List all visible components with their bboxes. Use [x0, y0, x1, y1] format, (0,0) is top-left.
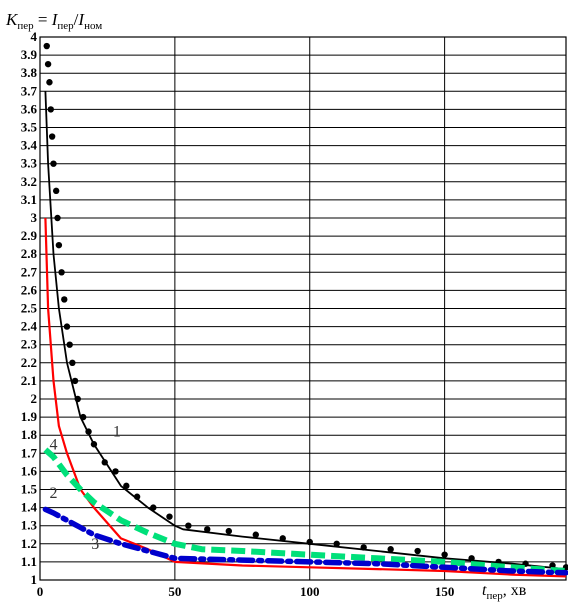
y-tick-label: 3: [31, 210, 38, 225]
series-dot-point: [74, 395, 81, 403]
y-tick-label: 2.8: [21, 246, 38, 261]
curve-labels: 1 4 2 3: [49, 424, 120, 553]
series-dot-point: [387, 546, 394, 553]
y-axis-ticks: 1 1.1 1.2 1.3 1.4 1.5 1.6 1.7 1.8 1.9 2 2.1 2.2 2.3 2.…: [21, 29, 38, 587]
curve-label: 3: [91, 536, 99, 553]
series-line-3-dashdot: [42, 506, 568, 576]
series-dot-point: [90, 441, 98, 448]
y-tick-label: 2.4: [21, 319, 38, 334]
y-tick-label: 2.1: [21, 373, 37, 388]
y-tick-label: 3.1: [21, 192, 37, 207]
series-dot-point: [43, 42, 50, 50]
series-dot-point: [66, 341, 73, 348]
series-dot-point: [360, 544, 367, 551]
y-tick-label: 3.6: [21, 101, 38, 116]
y-tick-label: 1: [31, 572, 38, 587]
svg-text:tпер, хв: tпер, хв: [482, 582, 527, 602]
y-tick-label: 1.5: [21, 482, 38, 497]
x-tick-label: 50: [168, 584, 181, 599]
y-tick-label: 2.5: [21, 301, 38, 316]
y-tick-label: 2.6: [21, 282, 38, 297]
series-dot-point: [204, 526, 211, 533]
chart-title: Kпер = Iпер/Iном: [5, 10, 102, 32]
series-dot-point: [55, 241, 63, 249]
series-dot-point: [50, 160, 57, 167]
y-tick-label: 3.7: [21, 83, 38, 98]
series-dot-point: [252, 531, 259, 538]
series-dot-point: [63, 323, 71, 330]
y-tick-label: 4: [31, 29, 38, 44]
y-tick-label: 1.3: [21, 518, 38, 533]
series-dot-point: [133, 493, 141, 500]
series-dot-point: [69, 359, 76, 366]
series-dot-point: [54, 214, 61, 222]
series-dot-point: [47, 106, 54, 113]
series-dot-point: [46, 79, 53, 86]
y-tick-label: 1.2: [21, 536, 37, 551]
series-dot-point: [225, 527, 233, 535]
y-tick-label: 3.8: [21, 65, 38, 80]
y-tick-label: 1.4: [21, 500, 38, 515]
series-dot-point: [61, 296, 68, 303]
y-tick-label: 3.3: [21, 156, 38, 171]
y-tick-label: 3.2: [21, 174, 37, 189]
series-dot-point: [48, 133, 56, 140]
series-dot-point: [101, 459, 108, 466]
series-dot-point: [44, 60, 52, 68]
series-dot-point: [414, 547, 421, 555]
x-axis-ticks: 0 50 100 150: [37, 584, 455, 599]
y-tick-label: 2: [31, 391, 38, 406]
y-tick-label: 1.8: [21, 427, 38, 442]
x-tick-label: 150: [435, 584, 455, 599]
y-tick-label: 1.7: [21, 445, 38, 460]
series-dot-point: [112, 468, 119, 475]
y-tick-label: 2.3: [21, 337, 38, 352]
series-dot-point: [123, 482, 130, 490]
series-dot-point: [441, 551, 448, 558]
series-dot-point: [71, 377, 79, 385]
series-dot-point: [150, 504, 157, 511]
curve-label: 1: [113, 424, 121, 441]
series-dot-point: [85, 428, 92, 435]
y-tick-label: 2.2: [21, 355, 37, 370]
x-axis-label: tпер, хв: [482, 582, 527, 602]
series-line-2-dash: [43, 447, 567, 574]
series-group: [42, 42, 568, 578]
series-dot-point: [333, 540, 340, 547]
y-tick-label: 1.9: [21, 409, 38, 424]
y-tick-label: 2.7: [21, 264, 38, 279]
y-tick-label: 3.4: [21, 138, 38, 153]
y-tick-label: 1.1: [21, 554, 37, 569]
x-tick-label: 0: [37, 584, 44, 599]
x-tick-label: 100: [300, 584, 320, 599]
series-dot-point: [306, 538, 313, 546]
series-line-4-solid: [44, 217, 567, 578]
series-line-1-solid: [44, 91, 567, 570]
series-dot-point: [279, 535, 286, 542]
series-dot-point: [58, 269, 65, 276]
series-dot-point: [166, 513, 173, 520]
series-dot-point: [468, 555, 475, 562]
series-dot-point: [79, 413, 87, 421]
series-dot-point: [185, 522, 192, 529]
y-tick-label: 1.6: [21, 463, 38, 478]
y-tick-label: 2.9: [21, 228, 38, 243]
series-dot-point: [52, 187, 60, 195]
y-tick-label: 3.5: [21, 120, 38, 135]
curve-label: 4: [49, 436, 57, 453]
y-tick-label: 3.9: [21, 47, 38, 62]
plot-frame: [39, 36, 567, 581]
curve-label: 2: [49, 485, 57, 502]
